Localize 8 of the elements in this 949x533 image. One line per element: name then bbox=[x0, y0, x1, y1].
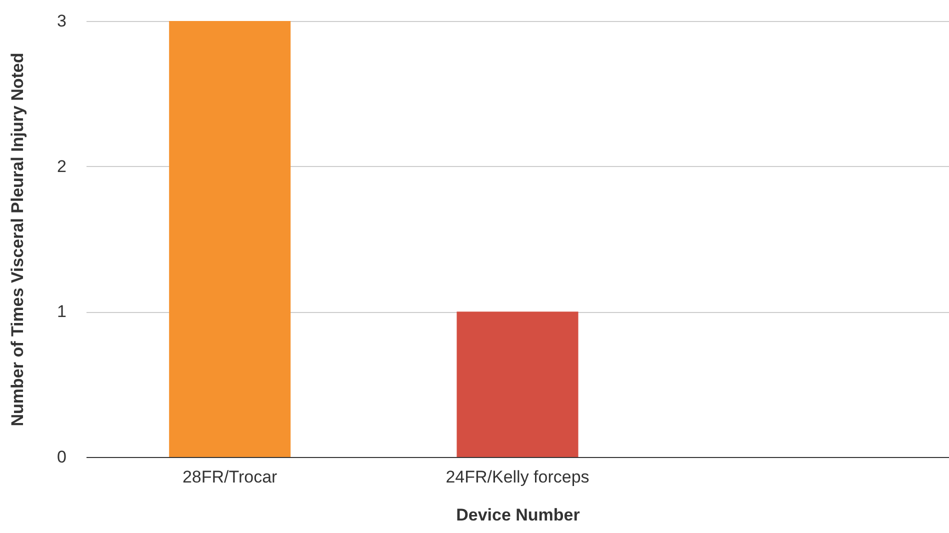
y-axis-title: Number of Times Visceral Pleural Injury Noted bbox=[8, 52, 28, 426]
y-tick-label: 3 bbox=[57, 12, 66, 30]
y-tick-label: 1 bbox=[57, 302, 66, 322]
y-tick-label: 0 bbox=[57, 448, 66, 466]
x-axis-title: Device Number bbox=[456, 506, 580, 524]
x-tick-label: 28FR/Trocar bbox=[182, 468, 278, 486]
x-tick-label: 24FR/Kelly forceps bbox=[446, 468, 590, 486]
y-tick-label: 2 bbox=[57, 156, 66, 176]
